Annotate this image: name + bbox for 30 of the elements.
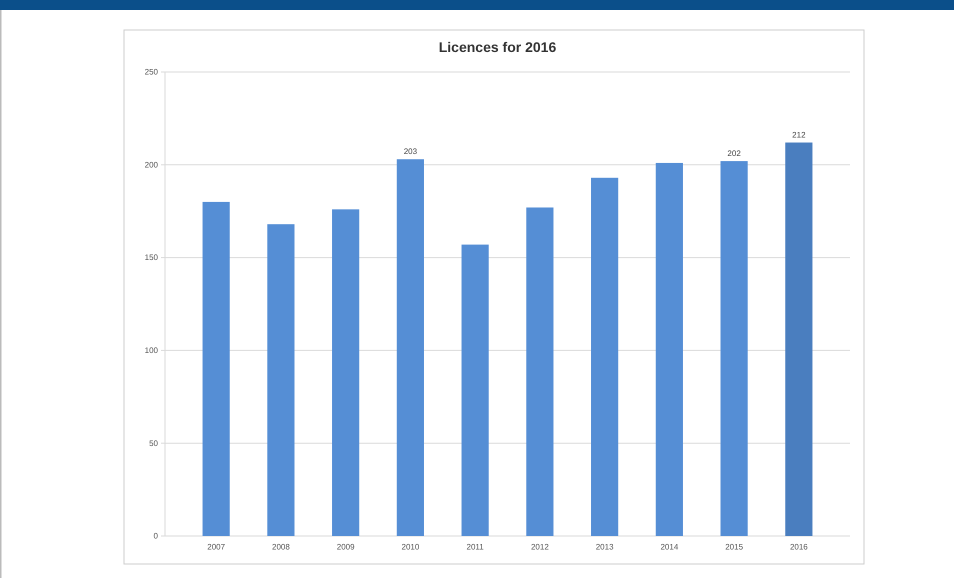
y-tick-label: 200 bbox=[144, 160, 159, 170]
bar bbox=[720, 161, 748, 536]
data-label: 203 bbox=[404, 147, 418, 156]
bar bbox=[591, 178, 618, 536]
x-tick-label: 2015 bbox=[725, 542, 744, 552]
data-label: 212 bbox=[792, 130, 806, 140]
y-tick-label: 150 bbox=[144, 253, 159, 262]
bar bbox=[396, 159, 424, 536]
x-tick-label: 2013 bbox=[596, 542, 614, 552]
y-tick-label: 100 bbox=[144, 346, 159, 355]
x-tick-label: 2011 bbox=[466, 542, 484, 552]
chart-title: Licences for 2016 bbox=[438, 39, 556, 55]
bar bbox=[526, 207, 554, 536]
bar bbox=[202, 202, 230, 536]
bar bbox=[332, 209, 360, 536]
y-tick-label: 0 bbox=[154, 532, 159, 541]
bar bbox=[656, 162, 683, 536]
bar bbox=[267, 224, 294, 536]
y-tick-label: 250 bbox=[144, 68, 159, 77]
data-label: 202 bbox=[727, 149, 742, 158]
y-tick-label: 50 bbox=[149, 438, 159, 448]
x-tick-label: 2009 bbox=[336, 542, 356, 552]
x-tick-label: 2012 bbox=[530, 542, 550, 552]
x-tick-label: 2007 bbox=[207, 542, 226, 552]
bar bbox=[785, 142, 812, 536]
x-tick-label: 2008 bbox=[272, 542, 290, 552]
x-tick-label: 2010 bbox=[401, 542, 420, 552]
bar bbox=[462, 244, 489, 536]
x-tick-label: 2016 bbox=[790, 542, 808, 552]
x-tick-label: 2014 bbox=[660, 542, 679, 552]
